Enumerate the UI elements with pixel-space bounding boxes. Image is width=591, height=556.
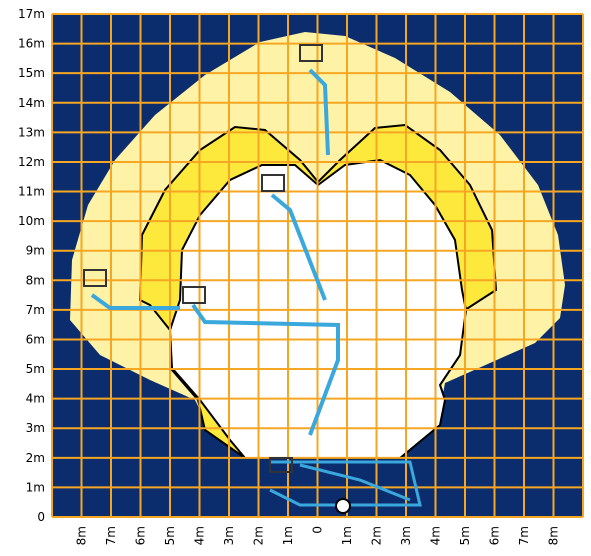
wheel bbox=[335, 498, 351, 514]
basket bbox=[299, 44, 323, 62]
boom bbox=[191, 303, 340, 436]
y-label: 3m bbox=[26, 421, 45, 435]
y-label: 15m bbox=[18, 66, 45, 80]
x-label: 4m bbox=[193, 526, 207, 545]
x-label: 8m bbox=[547, 526, 561, 545]
y-label: 6m bbox=[26, 332, 45, 346]
basket bbox=[83, 269, 107, 287]
x-label: 3m bbox=[399, 526, 413, 545]
y-label: 10m bbox=[18, 214, 45, 228]
basket bbox=[269, 457, 293, 473]
y-label: 4m bbox=[26, 392, 45, 406]
x-label: 2m bbox=[370, 526, 384, 545]
x-label: 6m bbox=[134, 526, 148, 545]
chassis bbox=[269, 460, 422, 507]
boom bbox=[270, 193, 327, 301]
x-label: 8m bbox=[75, 526, 89, 545]
x-label: 2m bbox=[252, 526, 266, 545]
y-label: 11m bbox=[18, 185, 45, 199]
y-label: 8m bbox=[26, 273, 45, 287]
boom bbox=[308, 68, 330, 156]
y-label: 17m bbox=[18, 7, 45, 21]
y-label: 1m bbox=[26, 480, 45, 494]
x-label: 7m bbox=[517, 526, 531, 545]
y-label: 9m bbox=[26, 244, 45, 258]
x-label: 4m bbox=[429, 526, 443, 545]
x-label: 5m bbox=[163, 526, 177, 545]
x-label: 7m bbox=[104, 526, 118, 545]
y-label: 5m bbox=[26, 362, 45, 376]
x-label: 5m bbox=[458, 526, 472, 545]
y-label: 16m bbox=[18, 37, 45, 51]
lift-drawings bbox=[83, 44, 422, 514]
x-label: 1m bbox=[281, 526, 295, 545]
y-label: 14m bbox=[18, 96, 45, 110]
y-label: 0 bbox=[37, 510, 45, 524]
x-label: 3m bbox=[222, 526, 236, 545]
basket bbox=[261, 174, 285, 192]
chassis bbox=[299, 463, 411, 502]
y-label: 2m bbox=[26, 451, 45, 465]
y-label: 7m bbox=[26, 303, 45, 317]
boom bbox=[90, 293, 180, 310]
basket bbox=[182, 286, 206, 304]
axis-labels: 17m 16m 15m 14m 13m 12m 11m 10m 9m 8m 7m 6m 5m 4m 3m 2m… bbox=[18, 7, 560, 545]
x-label: 6m bbox=[488, 526, 502, 545]
x-label: 1m bbox=[340, 526, 354, 545]
y-label: 12m bbox=[18, 155, 45, 169]
grid bbox=[51, 13, 584, 518]
y-label: 13m bbox=[18, 125, 45, 139]
x-label: 0 bbox=[311, 526, 325, 534]
